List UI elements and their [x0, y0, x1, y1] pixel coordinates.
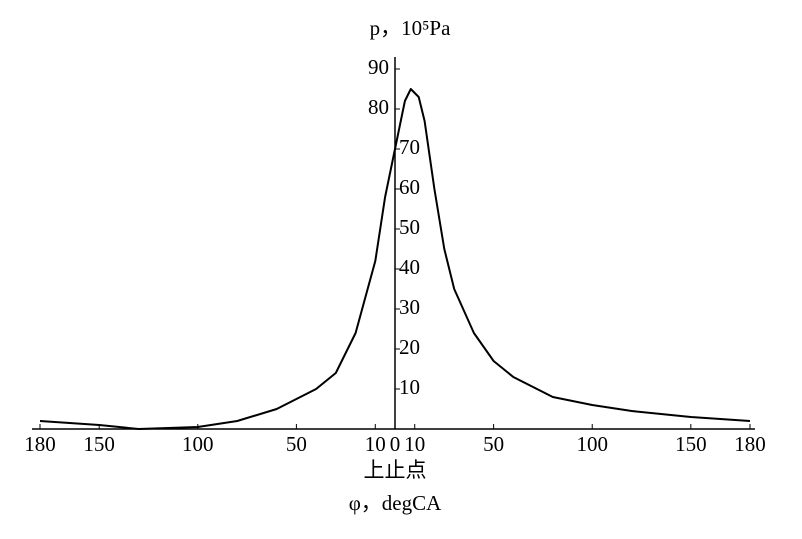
x-axis-title-top: 上止点 [364, 458, 427, 482]
x-tick-label: 50 [286, 432, 307, 456]
x-tick-label: 50 [483, 432, 504, 456]
x-tick-label: 100 [182, 432, 214, 456]
y-tick-label: 40 [399, 255, 420, 279]
y-tick-label: 80 [368, 95, 389, 119]
x-tick-label: 180 [734, 432, 766, 456]
x-tick-label: 10 [404, 432, 425, 456]
x-tick-label: 100 [576, 432, 608, 456]
x-tick-label: 0 [390, 432, 401, 456]
x-tick-label: 150 [675, 432, 707, 456]
y-tick-label: 60 [399, 175, 420, 199]
pressure-curve [39, 88, 751, 430]
y-tick-label: 70 [399, 135, 420, 159]
x-tick-label: 10 [365, 432, 386, 456]
y-tick-label: 10 [399, 375, 420, 399]
y-tick-label: 50 [399, 215, 420, 239]
x-tick-label: 150 [83, 432, 115, 456]
x-axis-title: φ，degCA [349, 491, 442, 515]
y-tick-label: 90 [368, 55, 389, 79]
y-tick-label: 20 [399, 335, 420, 359]
y-axis-title: p，10⁵Pa [370, 16, 452, 40]
x-tick-label: 180 [24, 432, 56, 456]
y-tick-label: 30 [399, 295, 420, 319]
